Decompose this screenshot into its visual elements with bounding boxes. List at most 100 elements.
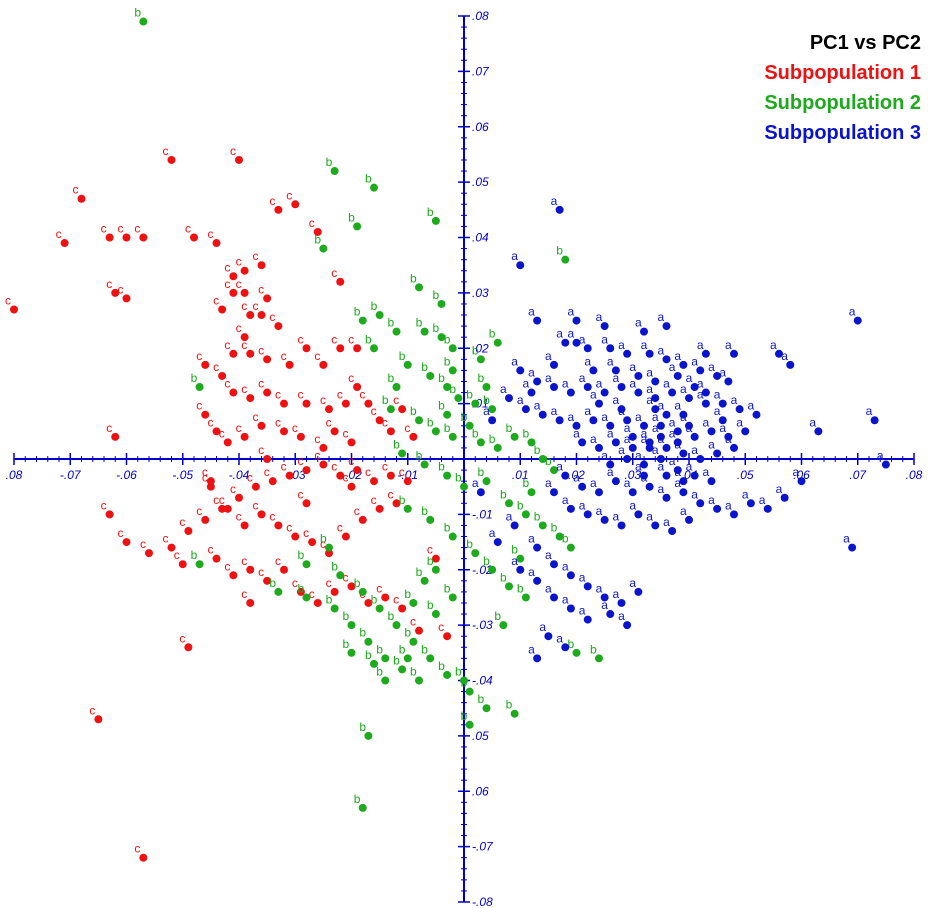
data-point: [353, 466, 362, 475]
data-point: [566, 504, 575, 513]
data-point: [403, 504, 412, 513]
point-label: c: [230, 144, 236, 158]
point-label: b: [348, 210, 355, 224]
point-label: c: [298, 388, 304, 402]
data-point: [606, 421, 615, 430]
point-label: a: [601, 410, 608, 424]
data-point: [195, 560, 204, 569]
point-label: a: [579, 570, 586, 584]
point-label: c: [269, 310, 275, 324]
data-point: [493, 538, 502, 547]
data-point: [550, 593, 558, 602]
point-label: a: [562, 377, 569, 391]
data-point: [848, 543, 857, 552]
point-label: c: [286, 521, 292, 535]
point-label: a: [528, 305, 535, 319]
point-label: c: [163, 144, 169, 158]
data-point: [572, 316, 581, 325]
data-point: [589, 366, 598, 375]
point-label: a: [708, 437, 715, 451]
point-label: c: [365, 465, 371, 479]
x-tick-label: .01: [512, 468, 529, 482]
point-label: c: [393, 593, 399, 607]
data-point: [533, 543, 542, 552]
data-point: [319, 443, 328, 452]
point-label: a: [613, 587, 620, 601]
point-label: b: [568, 637, 575, 651]
point-label: a: [528, 532, 535, 546]
point-label: c: [241, 299, 247, 313]
data-point: [122, 233, 131, 242]
data-point: [701, 349, 710, 358]
data-point: [302, 593, 311, 602]
data-point: [634, 510, 643, 519]
data-point: [465, 720, 474, 729]
data-point: [235, 493, 243, 502]
point-label: a: [629, 360, 636, 374]
point-label: a: [584, 354, 591, 368]
point-label: b: [466, 537, 473, 551]
data-point: [330, 427, 339, 436]
point-label: a: [635, 460, 642, 474]
y-tick-label: -.04: [472, 674, 493, 688]
point-label: b: [359, 720, 366, 734]
point-label: b: [444, 581, 451, 595]
data-point: [611, 438, 620, 447]
point-label: a: [624, 421, 631, 435]
point-label: a: [719, 365, 726, 379]
point-label: a: [652, 421, 659, 435]
point-label: c: [314, 449, 320, 463]
point-label: c: [320, 537, 326, 551]
data-point: [10, 305, 18, 314]
x-tick-label: .06: [793, 468, 810, 482]
point-label: a: [601, 332, 608, 346]
data-point: [730, 510, 738, 519]
point-label: c: [236, 509, 242, 523]
point-label: c: [163, 532, 169, 546]
point-label: a: [674, 476, 681, 490]
point-label: b: [472, 343, 479, 357]
data-point: [415, 676, 423, 685]
data-point: [566, 604, 575, 613]
data-point: [358, 803, 367, 812]
data-point: [814, 427, 823, 436]
point-label: c: [224, 338, 230, 352]
data-point: [285, 360, 294, 369]
point-label: b: [427, 415, 434, 429]
data-point: [302, 499, 311, 508]
data-point: [724, 432, 733, 441]
point-label: c: [275, 554, 281, 568]
point-label: c: [331, 460, 337, 474]
point-label: a: [579, 498, 586, 512]
data-point: [752, 410, 761, 419]
point-label: c: [106, 277, 112, 291]
point-label: a: [697, 388, 704, 402]
point-label: b: [343, 637, 350, 651]
point-label: b: [388, 316, 395, 330]
y-tick-label: .08: [472, 9, 489, 23]
point-label: b: [449, 382, 456, 396]
data-point: [246, 598, 255, 607]
data-point: [443, 632, 452, 641]
point-label: a: [511, 354, 518, 368]
point-label: b: [404, 587, 411, 601]
point-label: c: [292, 421, 298, 435]
data-point: [510, 521, 519, 530]
data-point: [718, 399, 727, 408]
data-point: [611, 366, 620, 375]
point-label: a: [658, 482, 665, 496]
data-point: [589, 416, 598, 425]
point-label: a: [562, 559, 569, 573]
point-label: a: [748, 399, 755, 413]
data-point: [482, 704, 491, 713]
data-point: [325, 543, 333, 552]
point-label: a: [686, 371, 693, 385]
data-point: [662, 322, 671, 331]
data-point: [668, 526, 677, 535]
point-label: b: [534, 509, 541, 523]
point-label: c: [253, 249, 259, 263]
point-label: b: [444, 421, 451, 435]
data-point: [516, 565, 525, 574]
y-tick-label: .05: [472, 175, 489, 189]
data-point: [600, 388, 609, 397]
